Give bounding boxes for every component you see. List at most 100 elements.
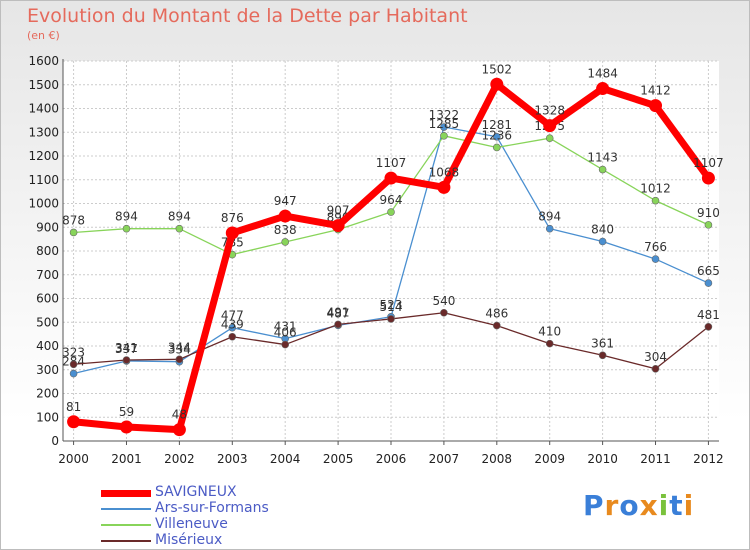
- data-label: 878: [62, 213, 85, 227]
- logo-letter: i: [658, 489, 670, 522]
- data-label: 523: [380, 298, 403, 312]
- data-label: 665: [697, 264, 720, 278]
- data-label: 48: [172, 408, 187, 422]
- x-tick-label: 2003: [217, 452, 248, 466]
- x-tick-label: 2005: [323, 452, 354, 466]
- data-label: 1285: [429, 117, 460, 131]
- data-point: [651, 255, 660, 263]
- data-point: [493, 321, 501, 330]
- data-label: 477: [221, 309, 244, 323]
- data-point: [545, 339, 554, 348]
- y-tick-label: 1200: [28, 149, 59, 163]
- data-label: 876: [221, 211, 244, 225]
- data-label: 481: [697, 308, 720, 322]
- data-point: [225, 226, 239, 240]
- data-point: [69, 360, 78, 369]
- y-tick-label: 400: [36, 339, 59, 353]
- data-label: 59: [119, 405, 134, 419]
- data-point: [437, 180, 451, 194]
- data-point: [651, 364, 660, 373]
- data-point: [543, 119, 557, 133]
- data-label: 323: [62, 345, 85, 359]
- data-label: 334: [168, 343, 191, 357]
- legend-swatch: [101, 489, 151, 497]
- logo-letter: t: [669, 489, 684, 522]
- y-tick-label: 1500: [28, 78, 59, 92]
- legend-swatch: [101, 508, 151, 510]
- legend-swatch: [101, 524, 151, 526]
- data-label: 840: [591, 223, 614, 237]
- proxiti-logo: Proxiti: [583, 489, 694, 522]
- x-tick-label: 2006: [376, 452, 407, 466]
- data-label: 1107: [693, 156, 724, 170]
- data-label: 1143: [587, 151, 618, 165]
- data-point: [704, 279, 713, 287]
- data-label: 431: [274, 320, 297, 334]
- chart-title: Evolution du Montant de la Dette par Hab…: [27, 5, 468, 27]
- data-label: 1328: [534, 104, 565, 118]
- data-point: [490, 77, 504, 91]
- x-tick-label: 2012: [693, 452, 724, 466]
- data-label: 894: [115, 210, 138, 224]
- y-tick-label: 1400: [28, 102, 59, 116]
- x-tick-label: 2011: [640, 452, 671, 466]
- data-point: [493, 132, 501, 141]
- logo-letter: P: [583, 489, 605, 522]
- data-label: 907: [327, 204, 350, 218]
- data-point: [119, 420, 133, 434]
- data-point: [387, 208, 395, 216]
- data-label: 947: [274, 194, 297, 208]
- data-point: [598, 351, 607, 360]
- legend-swatch: [101, 540, 151, 542]
- data-label: 337: [115, 342, 138, 356]
- data-label: 361: [591, 336, 614, 350]
- logo-letter: i: [683, 489, 695, 522]
- data-point: [331, 219, 345, 233]
- data-label: 514: [380, 300, 403, 314]
- data-point: [67, 415, 81, 429]
- data-point: [278, 209, 292, 223]
- data-label: 1484: [587, 67, 618, 81]
- data-point: [440, 123, 448, 131]
- data-point: [228, 332, 237, 341]
- data-label: 1322: [429, 108, 460, 122]
- data-point: [704, 221, 713, 229]
- y-tick-label: 600: [36, 292, 59, 306]
- data-point: [493, 143, 501, 152]
- data-point: [334, 320, 342, 329]
- data-label: 894: [168, 210, 191, 224]
- data-label: 341: [115, 341, 138, 355]
- data-point: [440, 132, 448, 140]
- data-point: [598, 165, 607, 174]
- x-tick-label: 2000: [58, 452, 89, 466]
- x-tick-label: 2001: [111, 452, 142, 466]
- x-tick-label: 2002: [164, 452, 195, 466]
- y-tick-label: 1000: [28, 197, 59, 211]
- data-point: [69, 228, 78, 237]
- y-tick-label: 900: [36, 220, 59, 234]
- x-tick-label: 2007: [429, 452, 460, 466]
- data-point: [281, 340, 289, 349]
- logo-letter: r: [604, 489, 620, 522]
- data-point: [384, 171, 398, 185]
- legend-label: Villeneuve: [155, 516, 228, 532]
- y-tick-label: 700: [36, 268, 59, 282]
- data-label: 540: [432, 294, 455, 308]
- data-label: 1012: [640, 182, 671, 196]
- x-tick-label: 2004: [270, 452, 301, 466]
- data-point: [545, 134, 554, 142]
- data-label: 486: [485, 307, 508, 321]
- data-label: 81: [66, 400, 81, 414]
- data-label: 766: [644, 240, 667, 254]
- x-tick-label: 2009: [534, 452, 565, 466]
- data-point: [69, 369, 78, 378]
- data-point: [175, 355, 184, 364]
- data-point: [598, 237, 607, 246]
- y-tick-label: 500: [36, 315, 59, 329]
- data-point: [440, 308, 448, 317]
- data-label: 344: [168, 340, 191, 354]
- legend-label: Ars-sur-Formans: [155, 500, 269, 516]
- data-point: [175, 224, 184, 233]
